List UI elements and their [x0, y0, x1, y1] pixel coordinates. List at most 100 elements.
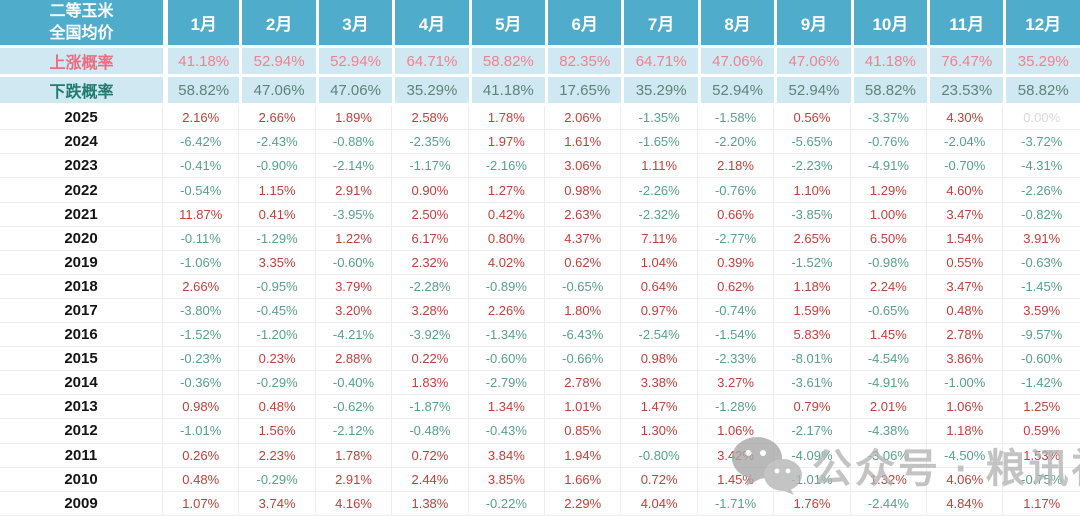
change-cell: 2.32%	[392, 250, 469, 275]
month-header: 8月	[697, 0, 775, 49]
change-cell: 0.42%	[468, 202, 546, 227]
rise-probability-value: 47.06%	[697, 48, 775, 78]
change-cell: 3.38%	[621, 371, 698, 396]
change-cell: 1.47%	[621, 395, 698, 420]
year-label: 2009	[0, 491, 163, 516]
year-label: 2016	[0, 323, 163, 348]
fall-probability-value: 58.82%	[163, 77, 240, 107]
change-cell: -0.11%	[163, 226, 240, 251]
change-cell: 1.11%	[621, 154, 698, 179]
change-cell: 1.78%	[468, 106, 546, 131]
change-cell: -0.90%	[239, 154, 316, 179]
change-cell: -1.00%	[927, 371, 1004, 396]
change-cell: 2.44%	[392, 467, 469, 492]
change-cell: -0.98%	[850, 250, 928, 275]
month-header: 7月	[621, 0, 698, 49]
year-label: 2018	[0, 274, 163, 299]
change-cell: 1.07%	[163, 491, 240, 516]
change-cell: -0.70%	[927, 154, 1004, 179]
change-cell: -0.65%	[850, 298, 928, 324]
change-cell: -0.76%	[850, 130, 928, 155]
year-row: 2021 11.87% 0.41% -3.95% 2.50% 0.42% 2.63% -2.3…	[0, 202, 1080, 227]
change-cell: 1.10%	[774, 178, 851, 203]
change-cell: -2.16%	[468, 154, 546, 179]
change-cell: 0.66%	[697, 202, 775, 227]
rise-probability-label: 上涨概率	[0, 48, 163, 78]
change-cell: 2.18%	[697, 154, 775, 179]
year-row: 2023 -0.41% -0.90% -2.14% -1.17% -2.16% 3.06% 1…	[0, 154, 1080, 179]
change-cell: -1.58%	[697, 106, 775, 131]
rise-probability-value: 82.35%	[545, 48, 622, 78]
month-header: 3月	[315, 0, 393, 49]
change-cell: 1.22%	[315, 226, 393, 251]
change-cell: 3.27%	[697, 371, 775, 396]
rise-probability-value: 52.94%	[315, 48, 393, 78]
change-cell: -3.95%	[315, 202, 393, 227]
month-header: 9月	[774, 0, 851, 49]
change-cell: 2.91%	[315, 178, 393, 203]
change-cell: -1.87%	[392, 395, 469, 420]
change-cell: -3.85%	[774, 202, 851, 227]
change-cell: 0.56%	[774, 106, 851, 131]
change-cell: 3.74%	[239, 491, 316, 516]
change-cell: 0.80%	[468, 226, 546, 251]
change-cell: -6.43%	[545, 323, 622, 348]
fall-probability-value: 47.06%	[239, 77, 316, 107]
change-cell: 3.79%	[315, 274, 393, 299]
change-cell: -0.65%	[545, 274, 622, 299]
change-cell: -0.43%	[468, 419, 546, 444]
change-cell: -1.06%	[163, 250, 240, 275]
change-cell: -1.45%	[1003, 274, 1080, 299]
month-header: 10月	[850, 0, 928, 49]
change-cell: 0.26%	[163, 443, 240, 468]
year-label: 2022	[0, 178, 163, 203]
change-cell: 3.85%	[468, 467, 546, 492]
change-cell: -3.72%	[1003, 130, 1080, 155]
year-row: 2017 -3.80% -0.45% 3.20% 3.28% 2.26% 1.80% 0.97…	[0, 298, 1080, 324]
year-row: 2015 -0.23% 0.23% 2.88% 0.22% -0.60% -0.66% 0.9…	[0, 347, 1080, 372]
change-cell: -0.89%	[468, 274, 546, 299]
change-cell: 1.29%	[850, 178, 928, 203]
change-cell: -0.74%	[697, 298, 775, 324]
change-cell: 2.29%	[545, 491, 622, 516]
change-cell: -0.40%	[315, 371, 393, 396]
change-cell: -2.43%	[239, 130, 316, 155]
month-header: 1月	[163, 0, 240, 49]
change-cell: 3.91%	[1003, 226, 1080, 251]
year-row: 2025 2.16% 2.66% 1.89% 2.58% 1.78% 2.06% -1.35%…	[0, 106, 1080, 131]
year-row: 2020 -0.11% -1.29% 1.22% 6.17% 0.80% 4.37% 7.11…	[0, 226, 1080, 251]
change-cell: 2.26%	[468, 298, 546, 324]
fall-probability-value: 23.53%	[927, 77, 1004, 107]
year-label: 2014	[0, 371, 163, 396]
change-cell: -1.42%	[1003, 371, 1080, 396]
year-row: 2010 0.48% -0.29% 2.91% 2.44% 3.85% 1.66% 0.72%…	[0, 467, 1080, 492]
change-cell: -2.17%	[774, 419, 851, 444]
year-label: 2013	[0, 395, 163, 420]
change-cell: 0.98%	[545, 178, 622, 203]
change-cell: -0.63%	[1003, 250, 1080, 275]
change-cell: 1.45%	[697, 467, 775, 492]
change-cell: 2.23%	[239, 443, 316, 468]
year-label: 2011	[0, 443, 163, 468]
year-label: 2015	[0, 347, 163, 372]
month-header: 5月	[468, 0, 546, 49]
change-cell: 1.17%	[1003, 491, 1080, 516]
year-row: 2016 -1.52% -1.20% -4.21% -3.92% -1.34% -6.43%…	[0, 323, 1080, 348]
year-row: 2014 -0.36% -0.29% -0.40% 1.83% -2.79% 2.78% 3.…	[0, 371, 1080, 396]
fall-probability-value: 17.65%	[545, 77, 622, 107]
rise-probability-value: 41.18%	[163, 48, 240, 78]
change-cell: 0.48%	[927, 298, 1004, 324]
change-cell: 1.01%	[545, 395, 622, 420]
change-cell: 1.94%	[545, 443, 622, 468]
change-cell: 6.50%	[850, 226, 928, 251]
change-cell: 5.83%	[774, 323, 851, 348]
rise-probability-value: 35.29%	[1003, 48, 1080, 78]
change-cell: 11.87%	[163, 202, 240, 227]
change-cell: 1.66%	[545, 467, 622, 492]
change-cell: 1.18%	[774, 274, 851, 299]
change-cell: 1.25%	[1003, 395, 1080, 420]
change-cell: 4.84%	[927, 491, 1004, 516]
change-cell: 4.02%	[468, 250, 546, 275]
change-cell: 4.30%	[927, 106, 1004, 131]
